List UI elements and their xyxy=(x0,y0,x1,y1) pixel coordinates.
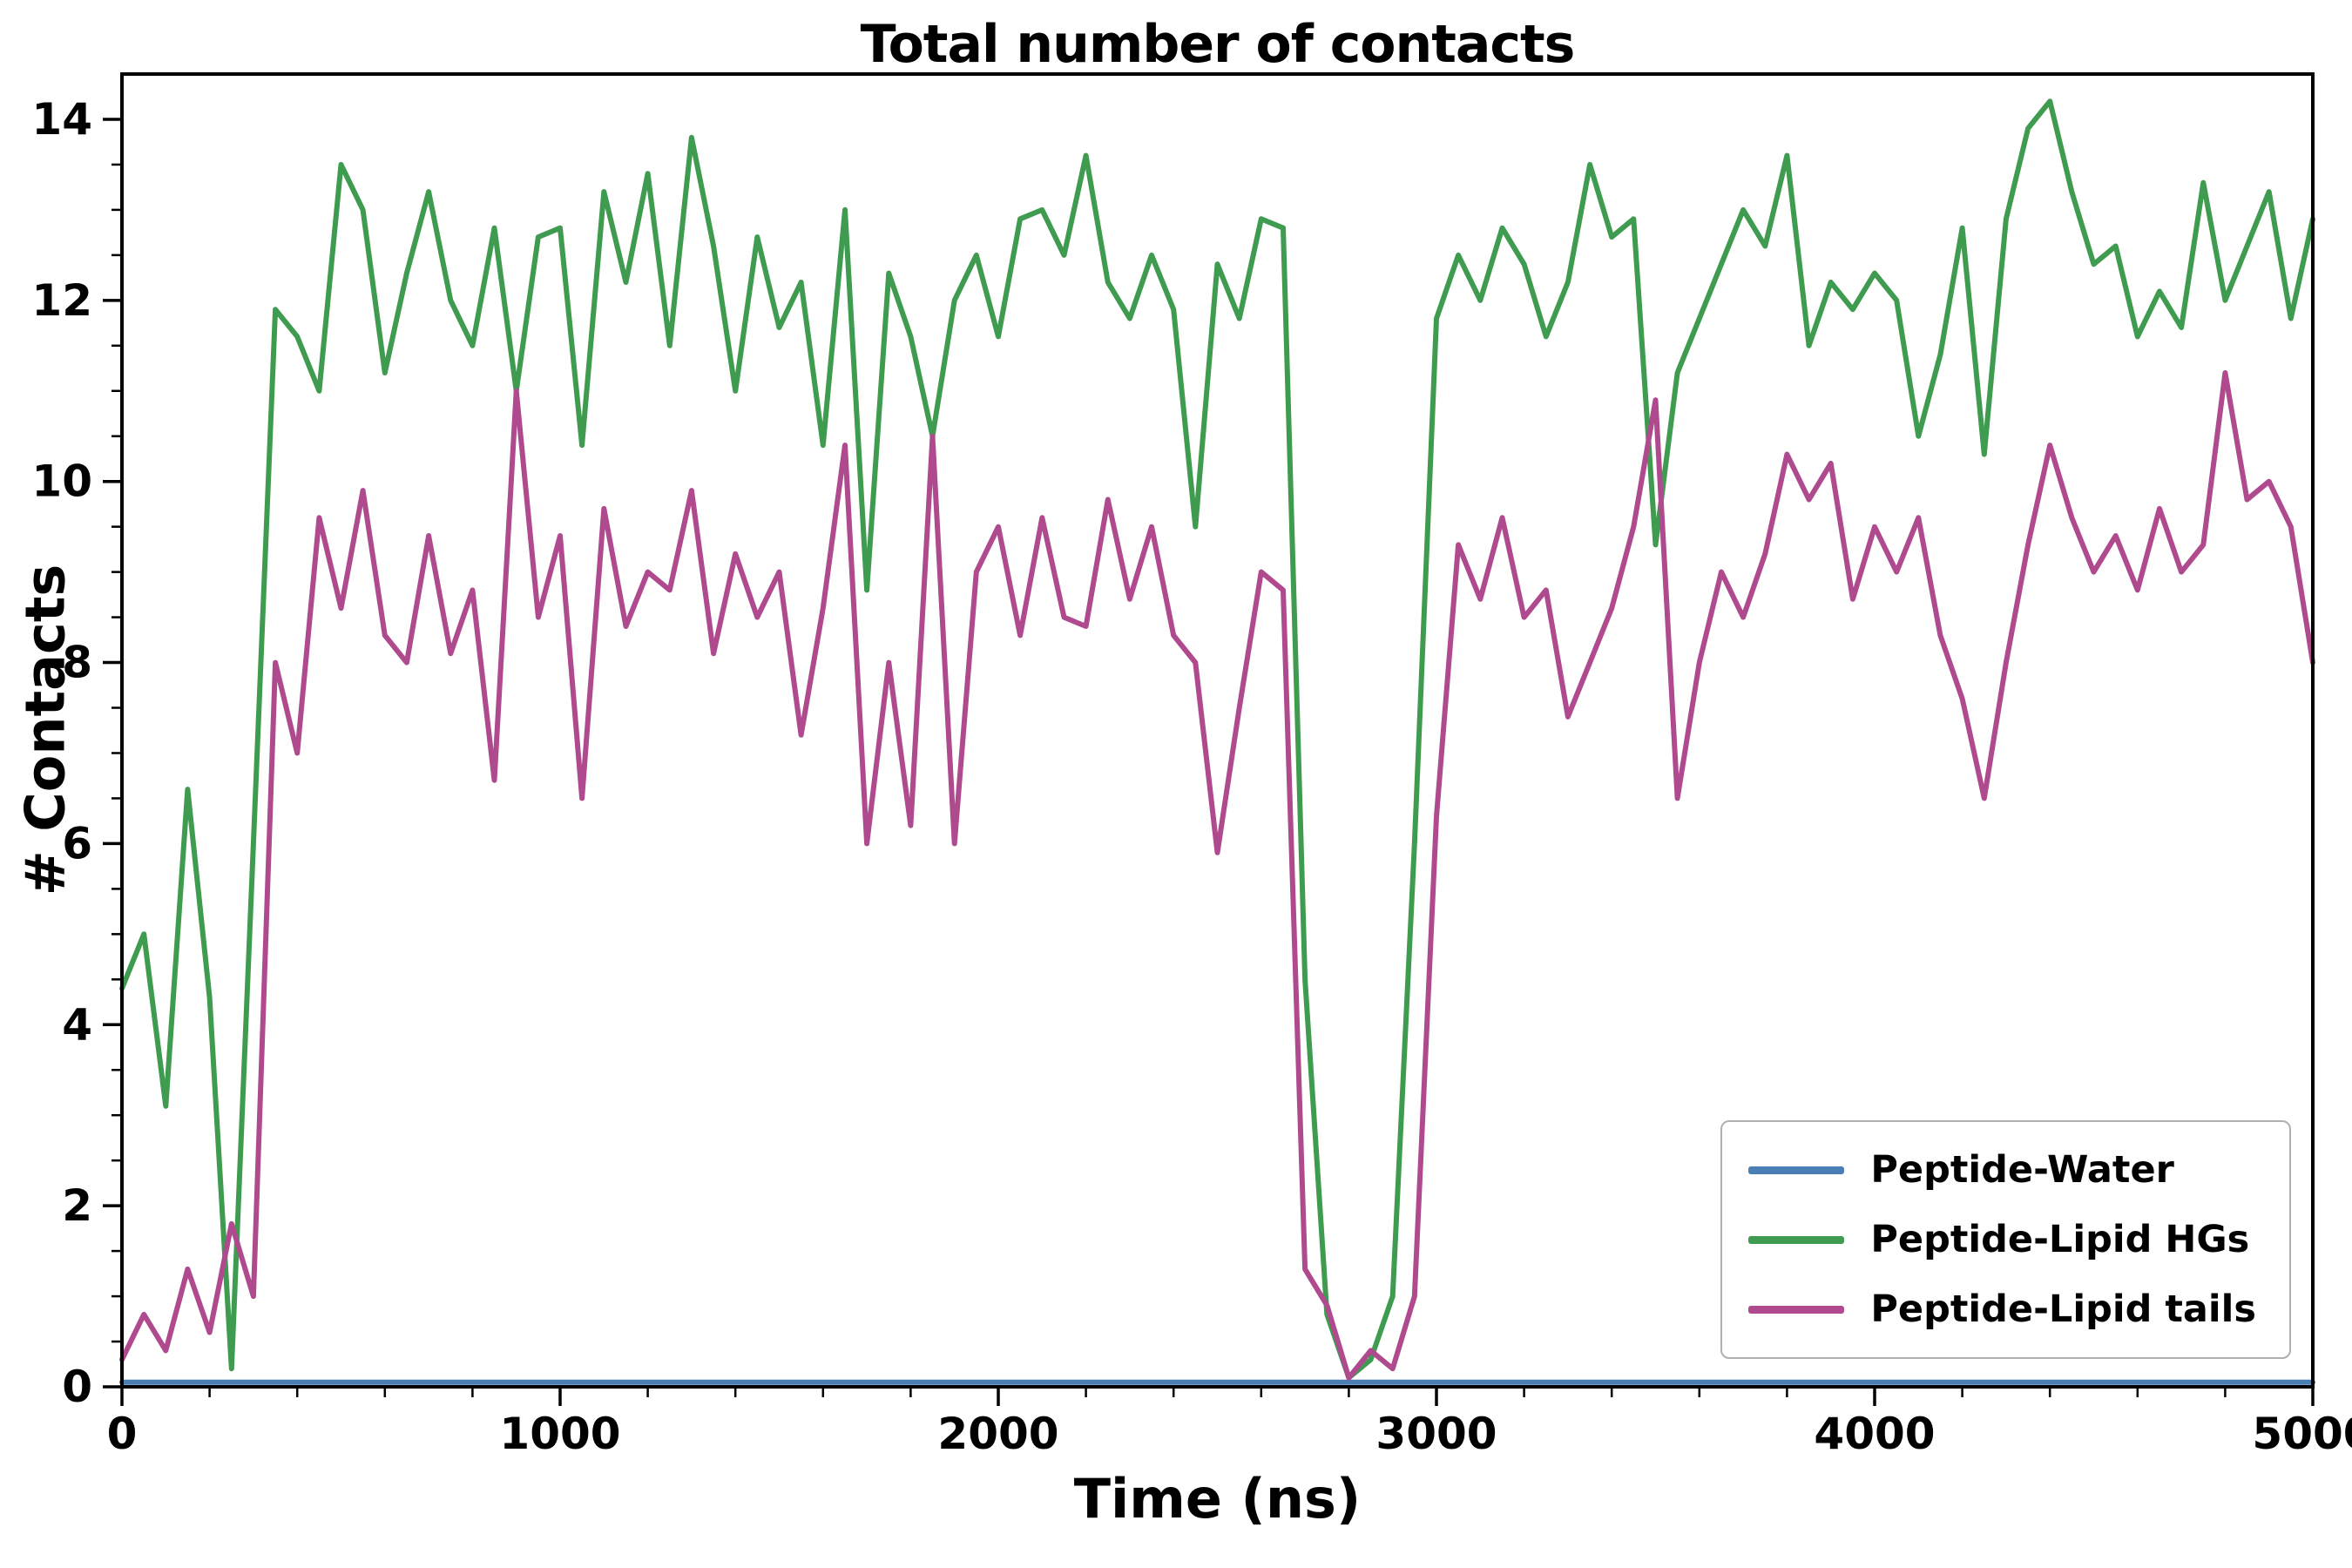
legend-label: Peptide-Lipid HGs xyxy=(1870,1218,2250,1261)
legend-label: Peptide-Water xyxy=(1870,1148,2174,1192)
y-tick-label: 2 xyxy=(62,1180,92,1231)
x-tick-label: 4000 xyxy=(1814,1409,1935,1459)
legend-swatch-peptide-lipid-tails xyxy=(1748,1305,1845,1314)
y-tick-label: 6 xyxy=(62,818,92,868)
chart-title: Total number of contacts xyxy=(860,14,1576,75)
legend-item-peptide-lipid-hgs: Peptide-Lipid HGs xyxy=(1748,1218,2256,1261)
series-line-peptide-lipid-hgs xyxy=(119,98,2315,1381)
legend-item-peptide-lipid-tails: Peptide-Lipid tails xyxy=(1748,1288,2256,1331)
y-tick-label: 8 xyxy=(62,638,92,688)
legend-swatch-peptide-water xyxy=(1748,1166,1845,1174)
legend-label: Peptide-Lipid tails xyxy=(1870,1288,2256,1331)
plot-frame xyxy=(120,72,2315,1389)
legend-swatch-peptide-lipid-hgs xyxy=(1748,1235,1845,1244)
series-line-peptide-lipid-tails xyxy=(119,370,2315,1381)
y-tick-label: 4 xyxy=(62,999,92,1050)
x-tick-label: 1000 xyxy=(499,1409,620,1459)
x-tick-label: 2000 xyxy=(937,1409,1058,1459)
legend: Peptide-Water Peptide-Lipid HGs Peptide-… xyxy=(1720,1120,2291,1359)
y-axis-label: # Contacts xyxy=(13,564,78,896)
x-tick-label: 3000 xyxy=(1375,1409,1497,1459)
y-tick-label: 14 xyxy=(31,94,92,145)
y-tick-label: 10 xyxy=(31,456,92,507)
x-tick-label: 0 xyxy=(107,1409,138,1459)
y-tick-label: 12 xyxy=(31,275,92,326)
legend-item-peptide-water: Peptide-Water xyxy=(1748,1148,2256,1192)
x-axis-label: Time (ns) xyxy=(1073,1467,1362,1531)
y-tick-label: 0 xyxy=(62,1362,92,1412)
